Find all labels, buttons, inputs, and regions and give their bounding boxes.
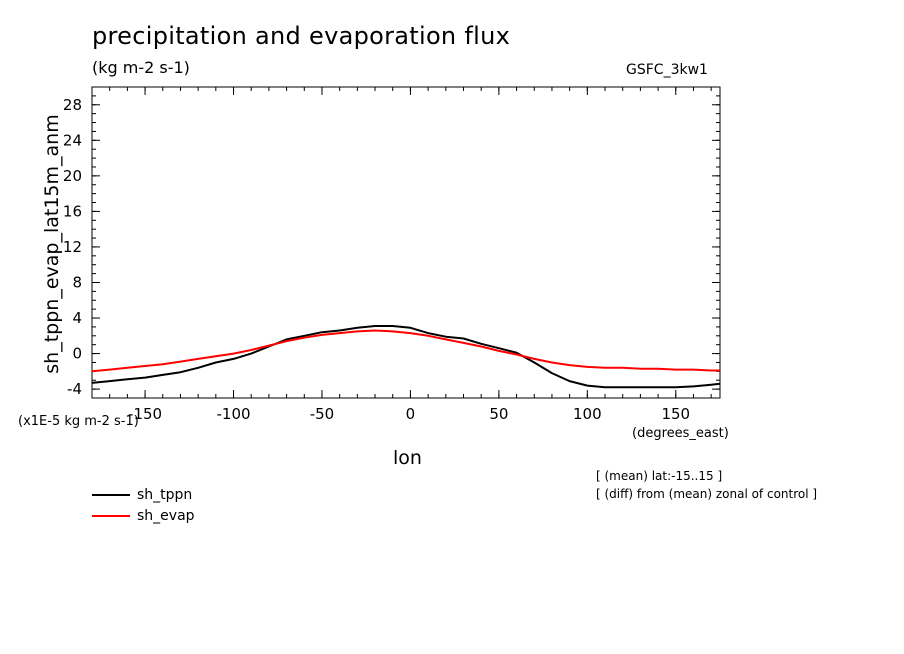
legend-label-sh-evap: sh_evap <box>137 508 195 524</box>
x-units-label: (degrees_east) <box>632 426 729 441</box>
y-tick-label: 16 <box>63 202 82 220</box>
legend-item-sh-tppn: sh_tppn <box>92 486 192 504</box>
y-tick-label: 4 <box>72 309 82 327</box>
legend-item-sh-evap: sh_evap <box>92 507 195 525</box>
note-lat-mean: [ (mean) lat:-15..15 ] <box>596 469 723 483</box>
plot-frame <box>91 86 721 399</box>
x-axis-label: lon <box>393 447 422 469</box>
series-line-sh-evap <box>91 329 720 373</box>
legend-label-sh-tppn: sh_tppn <box>137 487 193 503</box>
dataset-label: GSFC_3kw1 <box>626 62 708 78</box>
chart-units: (kg m-2 s-1) <box>92 58 190 77</box>
x-tick-label: 0 <box>406 405 416 423</box>
legend-line-sh-evap <box>92 515 130 517</box>
y-scale-label: (x1E-5 kg m-2 s-1) <box>18 414 139 429</box>
y-tick-label: 28 <box>63 96 82 114</box>
x-tick-label: -100 <box>216 405 250 423</box>
x-tick-label: -50 <box>310 405 335 423</box>
x-tick-label: -150 <box>128 405 162 423</box>
y-tick-label: 20 <box>63 167 82 185</box>
y-tick-label: 24 <box>63 131 82 149</box>
y-tick-label: 0 <box>72 345 82 363</box>
note-diff-control: [ (diff) from (mean) zonal of control ] <box>596 487 818 501</box>
y-tick-label: 12 <box>63 238 82 256</box>
x-tick-label: 100 <box>573 405 602 423</box>
x-tick-label: 50 <box>489 405 508 423</box>
chart-title: precipitation and evaporation flux <box>92 22 511 50</box>
legend-line-sh-tppn <box>92 494 130 496</box>
y-tick-label: 8 <box>72 273 82 291</box>
series-line-sh-tppn <box>91 325 721 389</box>
y-tick-label: -4 <box>67 380 82 398</box>
x-tick-label: 150 <box>661 405 690 423</box>
